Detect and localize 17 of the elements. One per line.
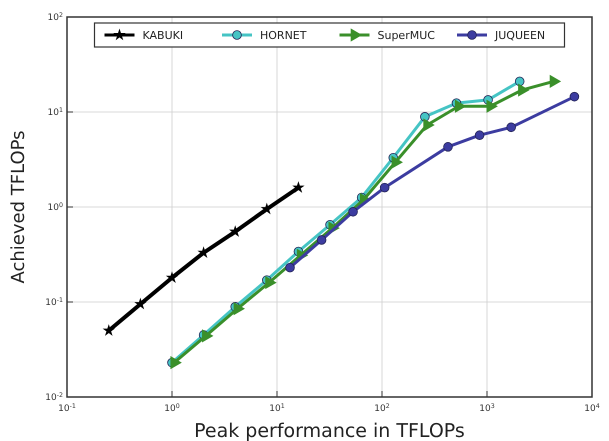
- legend-label: JUQUEEN: [494, 29, 546, 42]
- y-tick-label: 10$^{-1}$: [45, 296, 63, 308]
- legend-label: HORNET: [260, 29, 307, 42]
- y-tick-label: 10$^{2}$: [48, 12, 63, 23]
- x-tick-label: 10$^{3}$: [479, 402, 495, 414]
- x-tick-label: 10$^{0}$: [164, 402, 180, 414]
- x-tick-label: 10$^{4}$: [584, 402, 600, 414]
- y-axis-title: Achieved TFLOPs: [8, 130, 29, 284]
- x-tick-label: 10$^{1}$: [269, 402, 285, 414]
- x-tick-label: 10$^{-1}$: [58, 402, 76, 414]
- y-tick-label: 10$^{-2}$: [45, 392, 63, 403]
- x-axis-title: Peak performance in TFLOPs: [194, 420, 465, 441]
- legend-label: KABUKI: [142, 29, 184, 42]
- x-tick-label: 10$^{2}$: [374, 402, 390, 414]
- y-tick-label: 10$^{1}$: [48, 106, 63, 118]
- y-tick-label: 10$^{0}$: [48, 202, 63, 213]
- legend-label: SuperMUC: [378, 29, 436, 42]
